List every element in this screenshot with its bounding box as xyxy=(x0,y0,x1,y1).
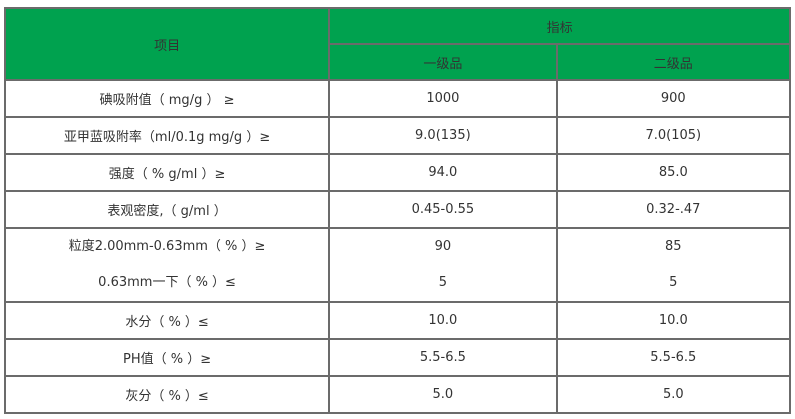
header-row: 项目 指标 xyxy=(3,7,791,81)
item-cell: PH值（ % ）≥ xyxy=(3,338,331,377)
header-indicator: 指标 xyxy=(328,7,791,45)
grade1-cell: 5.5-6.5 xyxy=(328,338,558,377)
grade1-cell: 94.0 xyxy=(328,153,558,192)
grade1-cell: 10.0 xyxy=(328,301,558,340)
grade2-cell: 85.0 xyxy=(555,153,792,192)
item-cell: 亚甲蓝吸附率（ml/0.1g mg/g ）≥ xyxy=(3,116,331,155)
table-row: 亚甲蓝吸附率（ml/0.1g mg/g ）≥ 9.0(135) 7.0(105) xyxy=(3,116,792,155)
header-grade2: 二级品 xyxy=(555,43,792,81)
table-row: 灰分（ % ）≤ 5.0 5.0 xyxy=(3,375,792,414)
header-item: 项目 xyxy=(3,7,331,81)
grade1-cell: 9.0(135) xyxy=(328,116,558,155)
table-row: PH值（ % ）≥ 5.5-6.5 5.5-6.5 xyxy=(3,338,792,377)
grade2-cell: 5.0 xyxy=(555,375,792,414)
grade2-cell: 10.0 xyxy=(555,301,792,340)
item-cell: 粒度2.00mm-0.63mm（ % ）≥ 0.63mm一下（ % ）≤ xyxy=(3,227,331,303)
item-cell: 表观密度,（ g/ml ） xyxy=(3,190,331,229)
grade1-cell: 1000 xyxy=(328,79,558,118)
value-line: 90 xyxy=(434,239,452,254)
value-line: 5 xyxy=(438,275,447,290)
table-row: 强度（ % g/ml ）≥ 94.0 85.0 xyxy=(3,153,792,192)
item-line: 0.63mm一下（ % ）≤ xyxy=(98,275,236,290)
grade2-cell: 85 5 xyxy=(555,227,792,303)
value-line: 5 xyxy=(669,275,678,290)
grade1-cell: 0.45-0.55 xyxy=(328,190,558,229)
grade1-cell: 90 5 xyxy=(328,227,558,303)
value-line: 85 xyxy=(665,239,682,254)
item-cell: 灰分（ % ）≤ xyxy=(3,375,331,414)
grade2-cell: 0.32-.47 xyxy=(555,190,792,229)
grade2-cell: 7.0(105) xyxy=(555,116,792,155)
spec-table: 项目 指标 一级品 二级品 碘吸附值（ mg/g ） ≥ 1000 900 亚甲… xyxy=(3,7,792,414)
table-row: 表观密度,（ g/ml ） 0.45-0.55 0.32-.47 xyxy=(3,190,792,229)
grade2-cell: 5.5-6.5 xyxy=(555,338,792,377)
item-cell: 碘吸附值（ mg/g ） ≥ xyxy=(3,79,331,118)
table-row: 碘吸附值（ mg/g ） ≥ 1000 900 xyxy=(3,79,792,118)
table-row: 水分（ % ）≤ 10.0 10.0 xyxy=(3,301,792,340)
item-cell: 强度（ % g/ml ）≥ xyxy=(3,153,331,192)
item-line: 粒度2.00mm-0.63mm（ % ）≥ xyxy=(68,239,266,254)
header-subrow: 一级品 二级品 xyxy=(5,43,792,81)
header-grade1: 一级品 xyxy=(328,43,558,81)
grade1-cell: 5.0 xyxy=(328,375,558,414)
item-cell: 水分（ % ）≤ xyxy=(3,301,331,340)
table-row: 粒度2.00mm-0.63mm（ % ）≥ 0.63mm一下（ % ）≤ 90 … xyxy=(3,227,792,303)
grade2-cell: 900 xyxy=(555,79,792,118)
